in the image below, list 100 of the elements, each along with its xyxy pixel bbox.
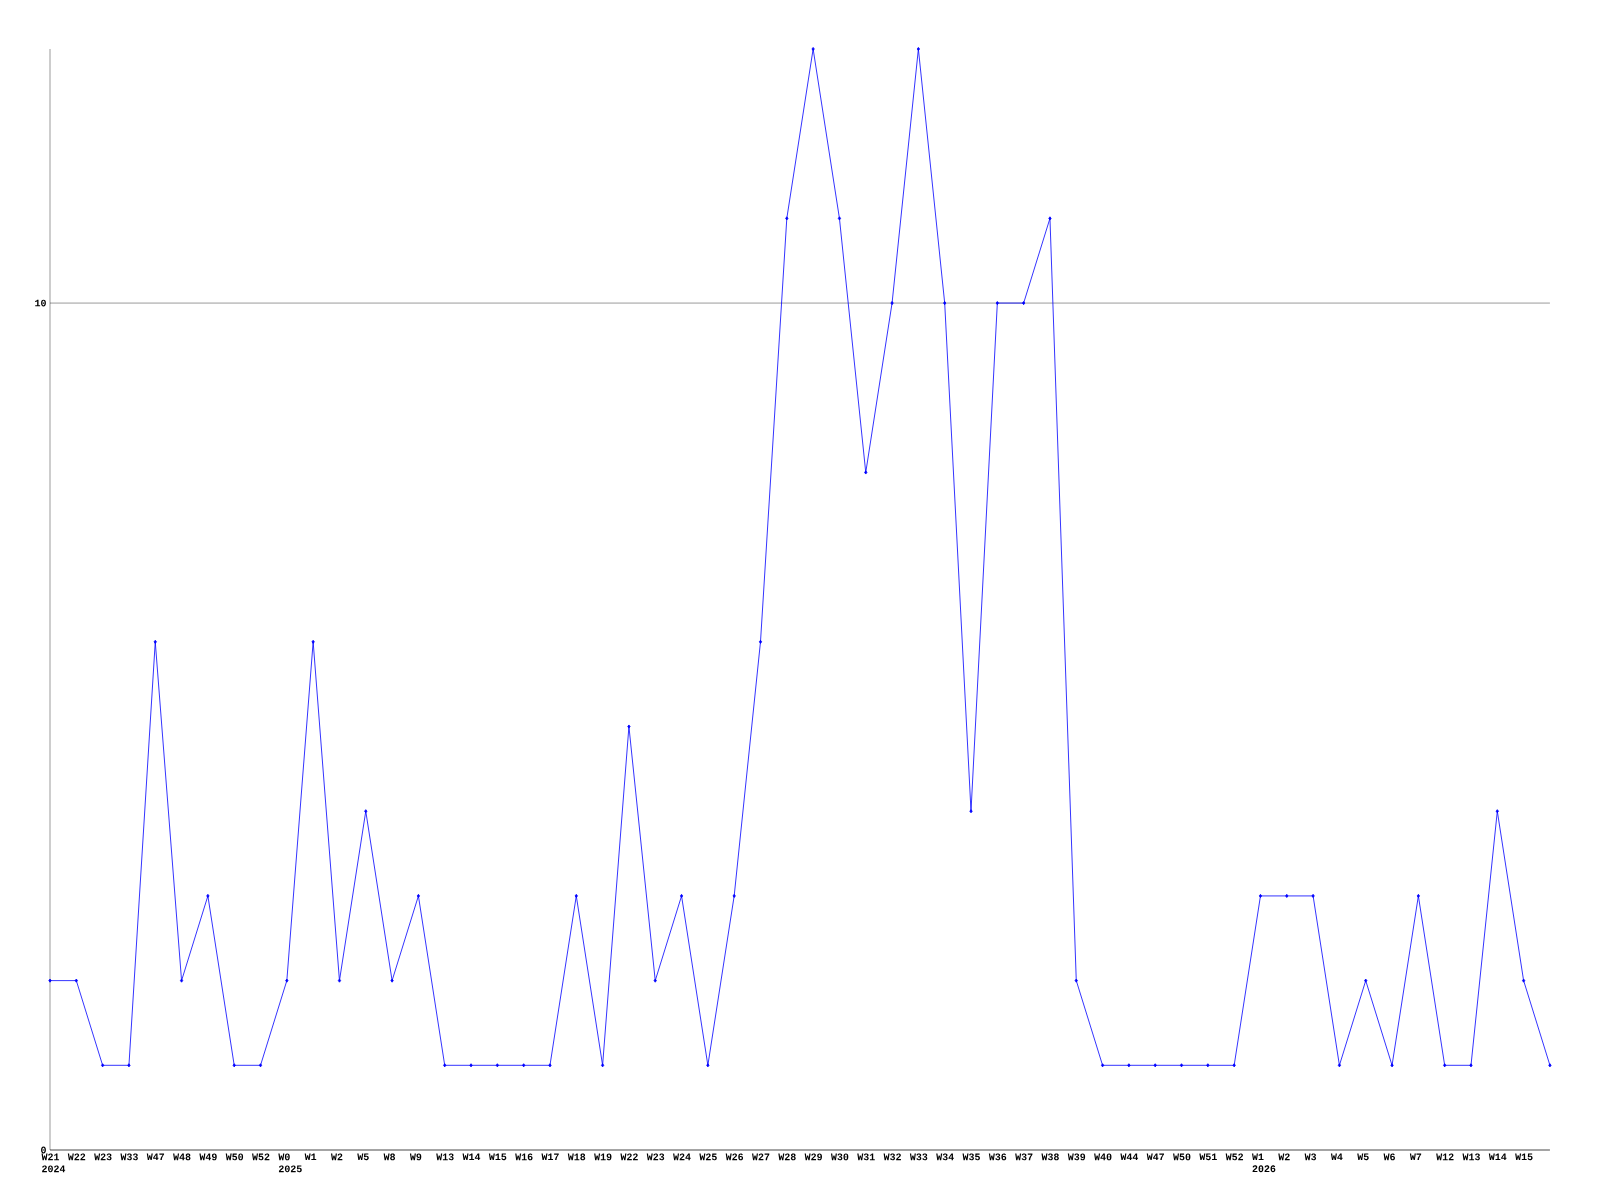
x-tick-label: W24 [673,1153,691,1161]
point [1074,978,1078,983]
point [285,978,289,983]
x-tick-label: W39 [1067,1153,1086,1161]
x-tick-label: W25 [699,1153,717,1161]
x-tick-label: W47 [1146,1153,1164,1161]
x-tick-label: W52 [252,1153,270,1161]
point [232,1063,236,1068]
point [390,978,394,983]
x-tick-label: W2 [330,1153,343,1161]
point [258,1063,263,1068]
point [337,978,342,983]
point [416,893,420,898]
x-tick-label: W44 [1120,1153,1139,1161]
x-tick-label: W33 [120,1153,138,1161]
x-tick-label: W13 [1462,1153,1480,1161]
x-tick-label: W6 [1383,1153,1395,1161]
point [1522,978,1526,983]
point [311,639,315,644]
point [1443,1063,1447,1068]
point [1285,893,1289,898]
x-tick-label: W37 [1015,1153,1033,1161]
x-tick-label: W30 [830,1153,849,1161]
point [890,301,894,306]
x-tick-label: W51 [1199,1153,1217,1161]
point [995,301,999,306]
x-tick-label: W50 [225,1153,244,1161]
point [916,46,920,51]
x-tick-label: W23 [646,1153,665,1161]
x-tick-label: W19 [594,1153,612,1161]
x-tick-label: W26 [725,1153,744,1161]
point [601,1063,605,1068]
point [179,978,184,983]
point [1364,978,1368,983]
point [443,1063,447,1068]
x-tick-label: W9 [409,1153,422,1161]
x-tick-label: W32 [883,1153,901,1161]
point [679,893,684,898]
x-tick-label: W49 [199,1153,217,1161]
point [653,978,657,983]
point [1022,301,1026,306]
point [101,1063,105,1068]
point [785,216,789,221]
point [1179,1063,1184,1068]
point [837,216,842,221]
point [1390,1063,1394,1068]
x-tick-label: W14 [462,1153,481,1161]
point [74,978,78,983]
x-tick-label: W29 [804,1153,822,1161]
x-tick-label: W14 [1488,1153,1507,1161]
x-tick-label: W47 [146,1153,165,1161]
point [1495,809,1499,814]
point [522,1063,526,1068]
x-tick-label: W31 [857,1153,875,1161]
x-tick-label: W23 [94,1153,112,1161]
point [758,639,763,644]
x-tick-label: W33 [909,1153,928,1161]
point [1153,1063,1157,1068]
x-tick-label: W22 [620,1153,638,1161]
point [1048,216,1052,221]
point [943,301,947,306]
x-tick-label: W13 [436,1153,454,1161]
point [627,724,631,729]
x-tick-label: W27 [752,1153,770,1161]
x-tick-label: W52 [1225,1153,1244,1161]
point [1337,1063,1342,1068]
point [732,893,736,898]
x-tick-label: W1 [304,1153,317,1161]
x-tick-label: W0 2025 [278,1153,302,1173]
point [1232,1063,1236,1068]
point [1206,1063,1210,1068]
point [1258,893,1263,898]
point [206,893,210,898]
x-tick-label: W17 [541,1153,559,1161]
x-tick-label: W2 [1278,1153,1290,1161]
point [1548,1063,1552,1068]
x-tick-label: W48 [173,1153,191,1161]
point [1311,893,1315,898]
point [495,1063,499,1068]
point [574,893,578,898]
y-tick-label: 0 [41,1146,46,1154]
x-tick-label: W15 [488,1153,507,1161]
x-tick-label: W5 [1357,1153,1369,1161]
x-tick-label: W12 [1436,1153,1454,1161]
point [127,1063,131,1068]
point [1416,893,1420,898]
x-tick-label: W1 2026 [1251,1153,1276,1173]
point [969,809,973,814]
x-tick-label: W5 [357,1153,369,1161]
x-tick-label: W28 [778,1153,796,1161]
y-tick-label: 10 [35,299,46,307]
point [48,978,52,983]
x-tick-label: W15 [1515,1153,1533,1161]
x-tick-label: W34 [936,1153,954,1161]
point [1100,1063,1105,1068]
point [364,809,368,814]
x-tick-label: W36 [988,1153,1007,1161]
x-tick-label: W40 [1094,1153,1112,1161]
point [811,46,815,51]
x-tick-label: W16 [515,1153,533,1161]
